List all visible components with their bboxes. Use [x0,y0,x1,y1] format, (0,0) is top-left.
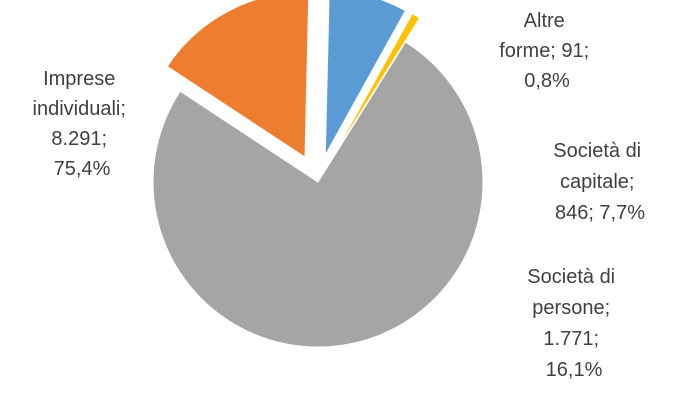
label-societa-di-capitale: Società di capitale; 846; 7,7% [553,140,646,224]
label-altre-forme: Altre forme; 91; 0,8% [499,10,595,92]
pie-slice-societ-di-persone [166,0,310,159]
pie-slice-altre-forme [331,12,421,159]
label-imprese-individuali: Imprese individuali; 8.291; 75,4% [33,68,132,180]
pie-labels: Imprese individuali; 8.291; 75,4% Societ… [33,10,646,381]
pie-slice-imprese-individuali [152,41,484,348]
label-societa-di-persone: Società di persone; 1.771; 16,1% [527,266,620,381]
pie-slice-societ-di-capitale [324,0,407,156]
pie-slices [152,0,484,348]
